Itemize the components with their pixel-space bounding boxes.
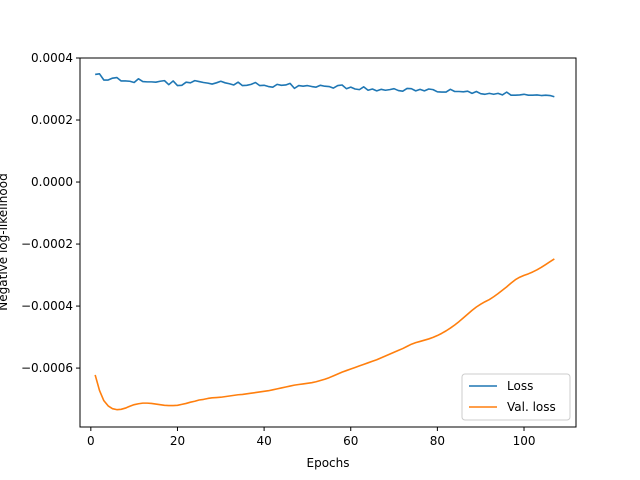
y-tick-label: 0.0002 [31, 113, 73, 127]
legend-label-loss: Loss [507, 379, 533, 393]
x-tick-label: 80 [430, 434, 445, 448]
series-layer [94, 73, 555, 411]
y-tick-label: −0.0006 [21, 361, 73, 375]
y-axis: −0.0006 −0.0004 −0.0002 0.0000 0.0002 0.0004 [21, 51, 80, 375]
x-tick-label: 40 [256, 434, 271, 448]
series-val-loss-line [94, 258, 555, 411]
x-axis-label: Epochs [307, 456, 350, 470]
x-axis: 0 20 40 60 80 100 [87, 427, 535, 448]
y-tick-label: 0.0004 [31, 51, 73, 65]
y-tick-label: 0.0000 [31, 175, 73, 189]
x-tick-label: 60 [343, 434, 358, 448]
legend-label-val-loss: Val. loss [507, 400, 556, 414]
x-tick-label: 20 [170, 434, 185, 448]
y-tick-label: −0.0002 [21, 237, 73, 251]
y-tick-label: −0.0004 [21, 299, 73, 313]
series-loss-line [95, 73, 555, 98]
y-axis-label: Negative log-likelihood [0, 173, 10, 310]
x-tick-label: 0 [87, 434, 95, 448]
legend: Loss Val. loss [461, 373, 571, 421]
axes-frame [79, 57, 577, 428]
x-tick-label: 100 [513, 434, 536, 448]
